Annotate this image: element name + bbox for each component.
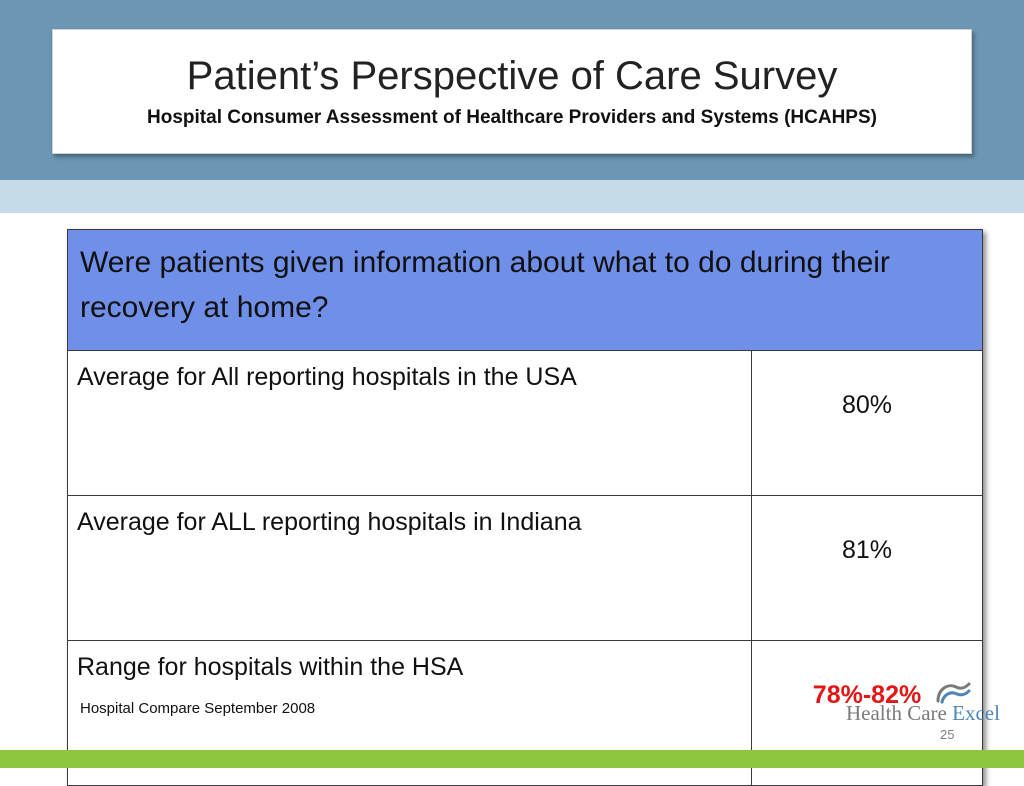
- slide-subtitle: Hospital Consumer Assessment of Healthca…: [147, 107, 877, 128]
- footer-band: [0, 750, 1024, 768]
- logo-text: Health Care Excel: [846, 701, 1000, 726]
- question-row: Were patients given information about wh…: [67, 229, 983, 351]
- row-label: Average for ALL reporting hospitals in I…: [67, 495, 752, 641]
- logo-word-excel: Excel: [952, 701, 1000, 725]
- company-logo: Health Care Excel: [846, 681, 1006, 727]
- wave-swoosh-icon: [936, 682, 971, 704]
- title-box: Patient’s Perspective of Care Survey Hos…: [52, 29, 972, 154]
- row-value: 80%: [751, 350, 983, 496]
- table-row: Average for ALL reporting hospitals in I…: [67, 495, 983, 641]
- question-cell: Were patients given information about wh…: [67, 229, 983, 351]
- survey-table: Were patients given information about wh…: [67, 229, 983, 786]
- page-number: 25: [940, 727, 955, 742]
- source-note: Hospital Compare September 2008: [80, 700, 316, 717]
- table-row: Average for All reporting hospitals in t…: [67, 350, 983, 496]
- header-accent-band: [0, 180, 1024, 213]
- row-value: 81%: [751, 495, 983, 641]
- row-label: Average for All reporting hospitals in t…: [67, 350, 752, 496]
- slide-title: Patient’s Perspective of Care Survey: [186, 54, 838, 98]
- logo-word-health-care: Health Care: [846, 701, 947, 725]
